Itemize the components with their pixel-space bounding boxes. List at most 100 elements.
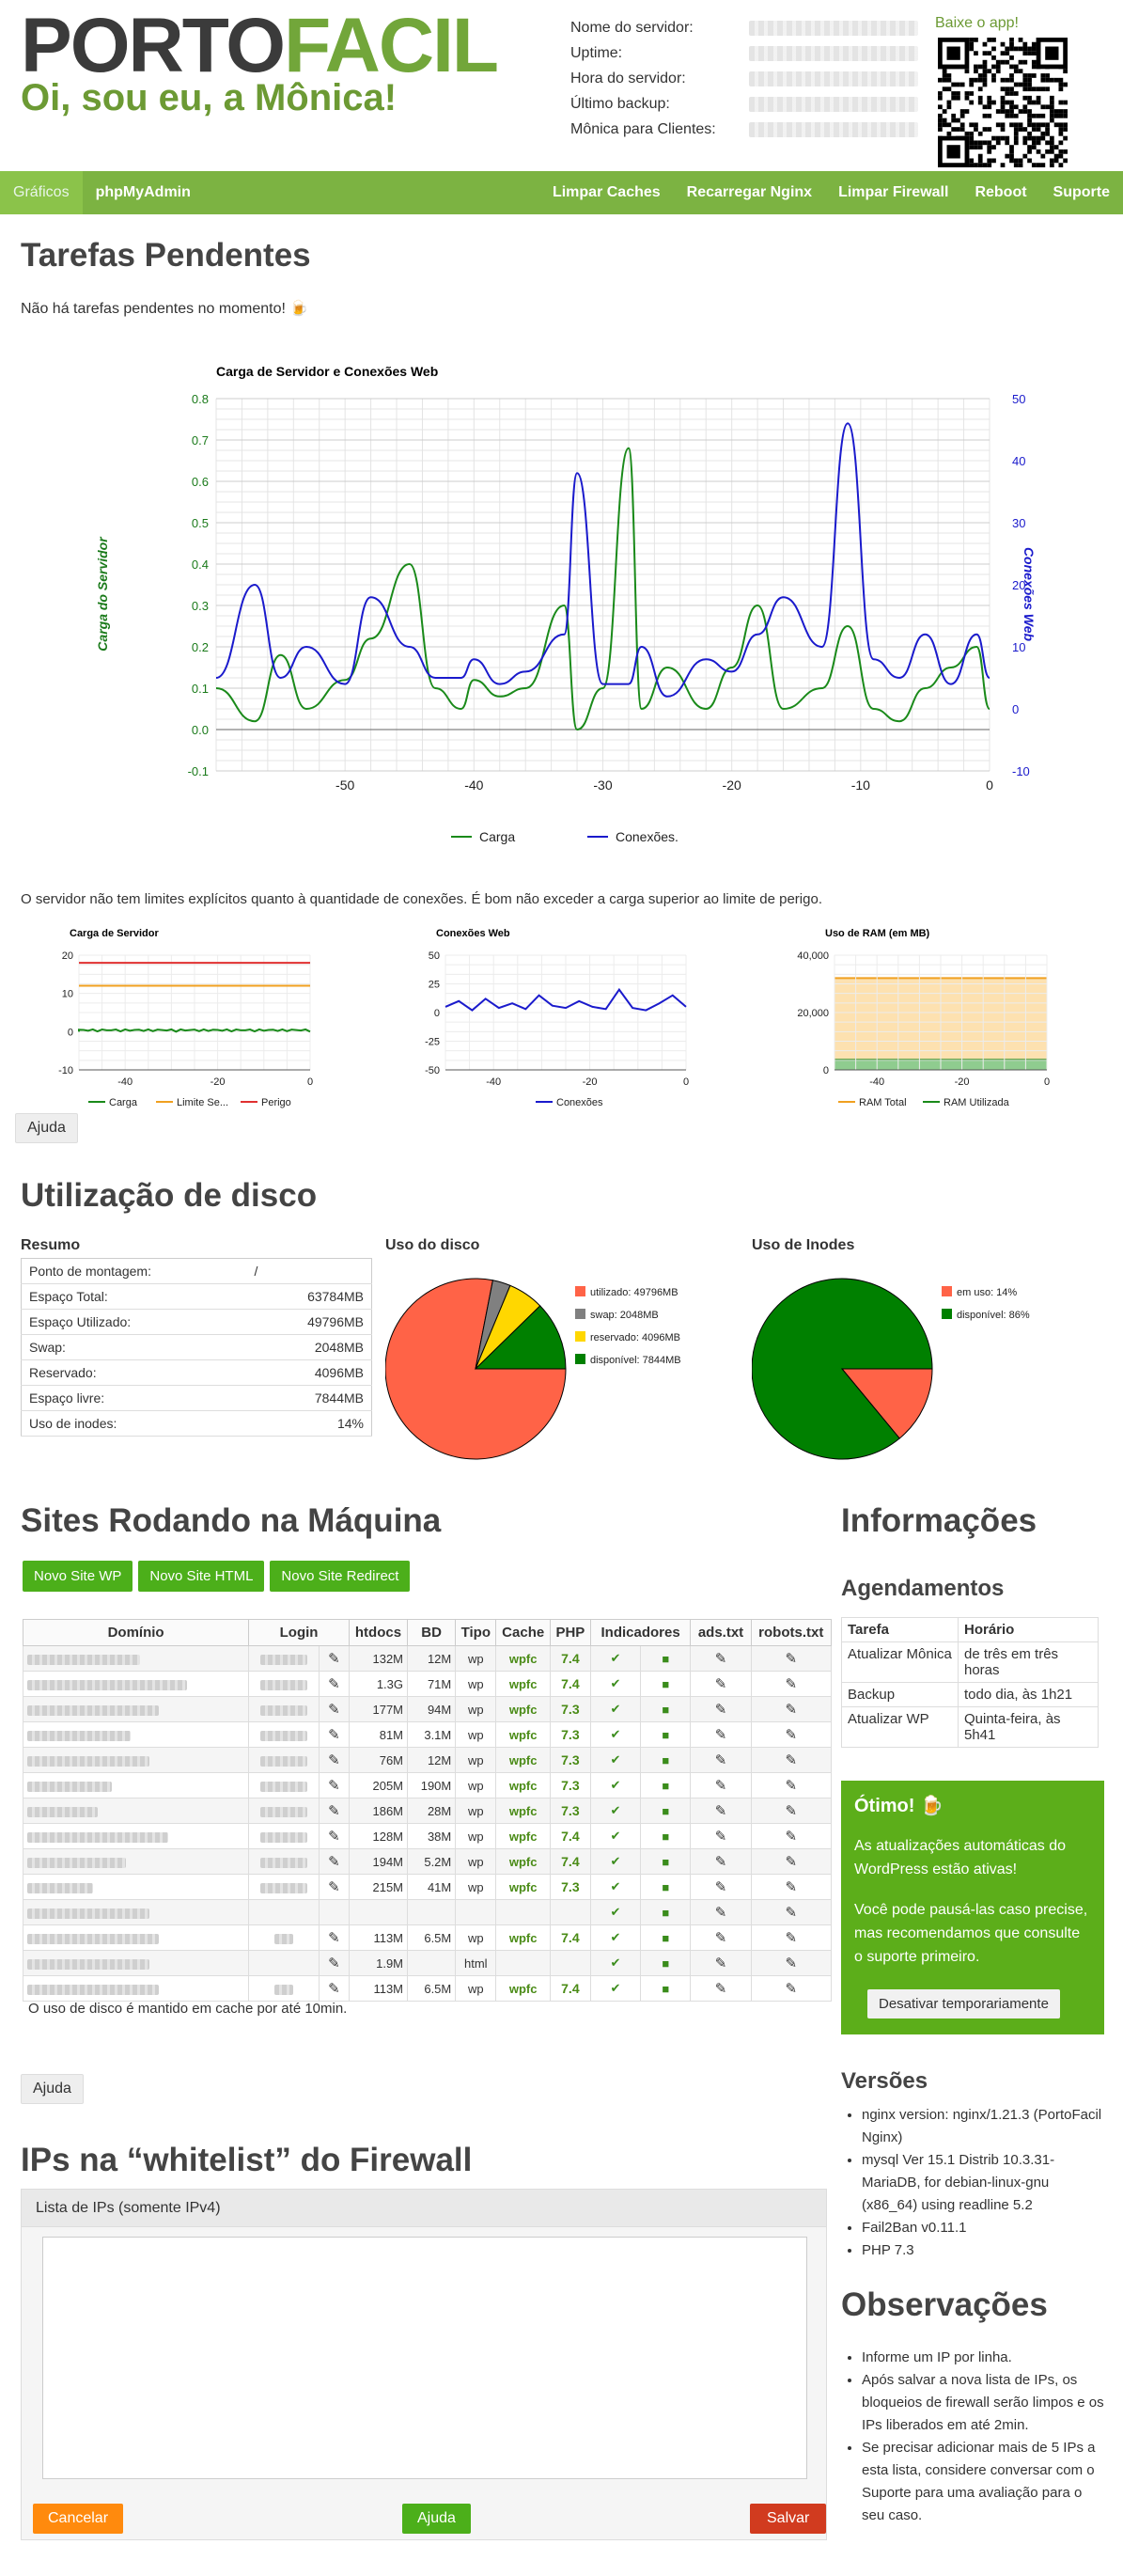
qr-module <box>1000 109 1006 114</box>
y-right-tick: 0 <box>1012 702 1019 716</box>
domain-redacted[interactable] <box>27 1679 187 1690</box>
new-wp-site-button[interactable]: Novo Site WP <box>23 1561 133 1592</box>
robots-edit-icon[interactable]: ✎ <box>750 1823 833 1849</box>
edit-login-icon[interactable]: ✎ <box>318 1924 350 1951</box>
edit-login-icon[interactable]: ✎ <box>318 1798 350 1824</box>
domain-cell[interactable] <box>22 1671 250 1697</box>
cancel-button[interactable]: Cancelar <box>33 2504 124 2534</box>
nav-suporte[interactable]: Suporte <box>1053 184 1110 200</box>
nav-graficos[interactable]: Gráficos <box>0 171 83 214</box>
nav-limpar-caches[interactable]: Limpar Caches <box>552 184 661 200</box>
ads-edit-icon[interactable]: ✎ <box>690 1924 752 1951</box>
ads-edit-icon[interactable]: ✎ <box>690 1772 752 1798</box>
edit-login-icon[interactable]: ✎ <box>318 1645 350 1672</box>
domain-cell[interactable] <box>22 1899 250 1925</box>
robots-edit-icon[interactable]: ✎ <box>750 1798 833 1824</box>
qr-module <box>1036 163 1041 167</box>
edit-login-icon[interactable]: ✎ <box>318 1848 350 1875</box>
nav-recarregar-nginx[interactable]: Recarregar Nginx <box>686 184 813 200</box>
nav-phpmyadmin[interactable]: phpMyAdmin <box>95 184 191 200</box>
qr-code-icon[interactable] <box>938 38 1068 167</box>
ads-edit-icon[interactable]: ✎ <box>690 1671 752 1697</box>
ads-edit-icon[interactable]: ✎ <box>690 1848 752 1875</box>
domain-cell[interactable] <box>22 1721 250 1748</box>
robots-edit-icon[interactable]: ✎ <box>750 1747 833 1773</box>
save-button[interactable]: Salvar <box>750 2504 827 2534</box>
edit-login-icon[interactable]: ✎ <box>318 1721 350 1748</box>
sites-table: Domínio Login htdocs BD Tipo Cache PHP Indicado… <box>22 1619 833 2002</box>
domain-redacted[interactable] <box>27 1730 131 1741</box>
domain-cell[interactable] <box>22 1924 250 1951</box>
robots-edit-icon[interactable]: ✎ <box>750 1975 833 2002</box>
domain-redacted[interactable] <box>27 1882 93 1893</box>
robots-edit-icon[interactable]: ✎ <box>750 1671 833 1697</box>
new-redirect-site-button[interactable]: Novo Site Redirect <box>270 1561 411 1592</box>
check-icon: ✔ <box>589 1975 642 2002</box>
domain-redacted[interactable] <box>27 1806 98 1817</box>
ads-edit-icon[interactable]: ✎ <box>690 1823 752 1849</box>
new-html-site-button[interactable]: Novo Site HTML <box>138 1561 265 1592</box>
edit-login-icon[interactable]: ✎ <box>318 1950 350 1976</box>
domain-redacted[interactable] <box>27 1781 112 1792</box>
ads-edit-icon[interactable]: ✎ <box>690 1721 752 1748</box>
domain-cell[interactable] <box>22 1823 250 1849</box>
nav-limpar-firewall[interactable]: Limpar Firewall <box>838 184 949 200</box>
domain-redacted[interactable] <box>27 1908 149 1919</box>
robots-edit-icon[interactable]: ✎ <box>750 1950 833 1976</box>
robots-edit-icon[interactable]: ✎ <box>750 1696 833 1722</box>
edit-login-icon[interactable]: ✎ <box>318 1772 350 1798</box>
robots-edit-icon[interactable]: ✎ <box>750 1721 833 1748</box>
domain-redacted[interactable] <box>27 1755 149 1767</box>
domain-cell[interactable] <box>22 1848 250 1875</box>
domain-redacted[interactable] <box>27 1933 159 1944</box>
robots-edit-icon[interactable]: ✎ <box>750 1645 833 1672</box>
domain-cell[interactable] <box>22 1874 250 1900</box>
domain-cell[interactable] <box>22 1772 250 1798</box>
ads-edit-icon[interactable]: ✎ <box>690 1899 752 1925</box>
qr-module <box>969 46 975 52</box>
ads-edit-icon[interactable]: ✎ <box>690 1950 752 1976</box>
whitelist-ip-input[interactable] <box>42 2237 807 2479</box>
robots-edit-icon[interactable]: ✎ <box>750 1772 833 1798</box>
qr-module <box>1000 51 1006 56</box>
ads-edit-icon[interactable]: ✎ <box>690 1747 752 1773</box>
edit-login-icon[interactable]: ✎ <box>318 1696 350 1722</box>
edit-login-icon[interactable]: ✎ <box>318 1874 350 1900</box>
domain-cell[interactable] <box>22 1950 250 1976</box>
sites-help-button[interactable]: Ajuda <box>21 2074 84 2104</box>
ads-edit-icon[interactable]: ✎ <box>690 1874 752 1900</box>
robots-edit-icon[interactable]: ✎ <box>750 1848 833 1875</box>
edit-login-icon[interactable]: ✎ <box>318 1975 350 2002</box>
domain-redacted[interactable] <box>27 1831 168 1843</box>
domain-cell[interactable] <box>22 1696 250 1722</box>
edit-login-icon[interactable]: ✎ <box>318 1747 350 1773</box>
app-download-label[interactable]: Baixe o app! <box>935 15 1019 31</box>
nav-reboot[interactable]: Reboot <box>975 184 1027 200</box>
qr-module <box>956 95 960 101</box>
disable-updates-button[interactable]: Desativar temporariamente <box>867 1989 1060 2018</box>
domain-redacted[interactable] <box>27 1654 140 1665</box>
domain-redacted[interactable] <box>27 1958 149 1970</box>
qr-module <box>987 163 992 167</box>
charts-help-button[interactable]: Ajuda <box>15 1113 78 1143</box>
edit-login-icon[interactable]: ✎ <box>318 1671 350 1697</box>
qr-module <box>1036 135 1041 141</box>
domain-cell[interactable] <box>22 1798 250 1824</box>
domain-cell[interactable] <box>22 1747 250 1773</box>
robots-edit-icon[interactable]: ✎ <box>750 1874 833 1900</box>
domain-redacted[interactable] <box>27 1704 159 1716</box>
ads-edit-icon[interactable]: ✎ <box>690 1696 752 1722</box>
edit-login-icon[interactable]: ✎ <box>318 1823 350 1849</box>
qr-module <box>1031 140 1037 146</box>
ads-edit-icon[interactable]: ✎ <box>690 1798 752 1824</box>
robots-edit-icon[interactable]: ✎ <box>750 1899 833 1925</box>
robots-edit-icon[interactable]: ✎ <box>750 1924 833 1951</box>
domain-cell[interactable] <box>22 1975 250 2002</box>
whitelist-help-button[interactable]: Ajuda <box>402 2504 471 2534</box>
domain-redacted[interactable] <box>27 1857 126 1868</box>
domain-redacted[interactable] <box>27 1984 159 1995</box>
domain-cell[interactable] <box>22 1645 250 1672</box>
edit-login-icon[interactable] <box>318 1899 350 1925</box>
ads-edit-icon[interactable]: ✎ <box>690 1645 752 1672</box>
ads-edit-icon[interactable]: ✎ <box>690 1975 752 2002</box>
